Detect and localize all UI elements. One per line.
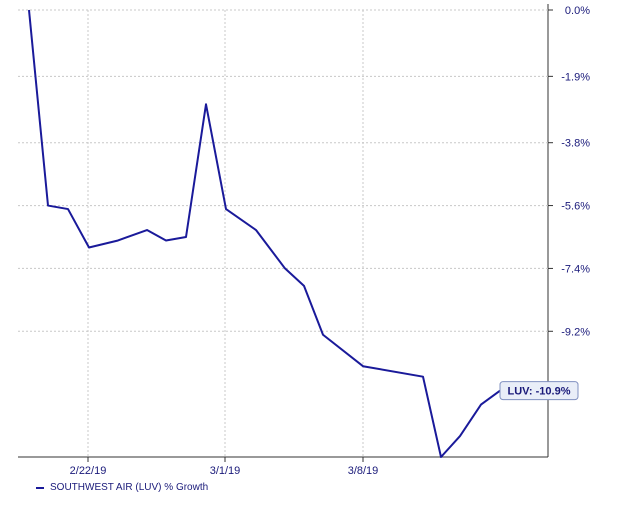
y-tick-label: -7.4% <box>561 263 590 275</box>
data-point <box>117 239 120 242</box>
data-point <box>322 333 325 336</box>
y-tick-label: -1.9% <box>561 71 590 83</box>
data-point <box>255 229 258 232</box>
y-tick-label: -3.8% <box>561 138 590 150</box>
x-tick-label: 2/22/19 <box>70 465 107 477</box>
value-callout-label: LUV: -10.9% <box>508 386 571 398</box>
legend-swatch <box>36 486 44 489</box>
data-point <box>303 284 306 287</box>
legend: SOUTHWEST AIR (LUV) % Growth <box>36 482 208 493</box>
data-point <box>67 208 70 211</box>
data-point <box>362 365 365 368</box>
x-tick-label: 3/1/19 <box>210 465 241 477</box>
data-point <box>284 267 287 270</box>
data-point <box>185 235 188 238</box>
data-point <box>146 229 149 232</box>
data-point <box>205 103 208 106</box>
y-tick-label: -9.2% <box>561 326 590 338</box>
x-tick-label: 3/8/19 <box>348 465 379 477</box>
data-point <box>225 208 228 211</box>
data-point <box>28 9 31 12</box>
legend-label: SOUTHWEST AIR (LUV) % Growth <box>50 482 209 493</box>
series-line <box>28 9 501 458</box>
value-callout-box <box>499 381 579 401</box>
data-point <box>459 435 462 438</box>
data-point <box>480 403 483 406</box>
data-point <box>47 204 50 207</box>
y-tick-label: -5.6% <box>561 201 590 213</box>
data-point <box>422 375 425 378</box>
y-tick-label: 0.0% <box>565 5 590 17</box>
data-point <box>165 239 168 242</box>
data-point <box>440 456 443 459</box>
data-point <box>88 246 91 249</box>
